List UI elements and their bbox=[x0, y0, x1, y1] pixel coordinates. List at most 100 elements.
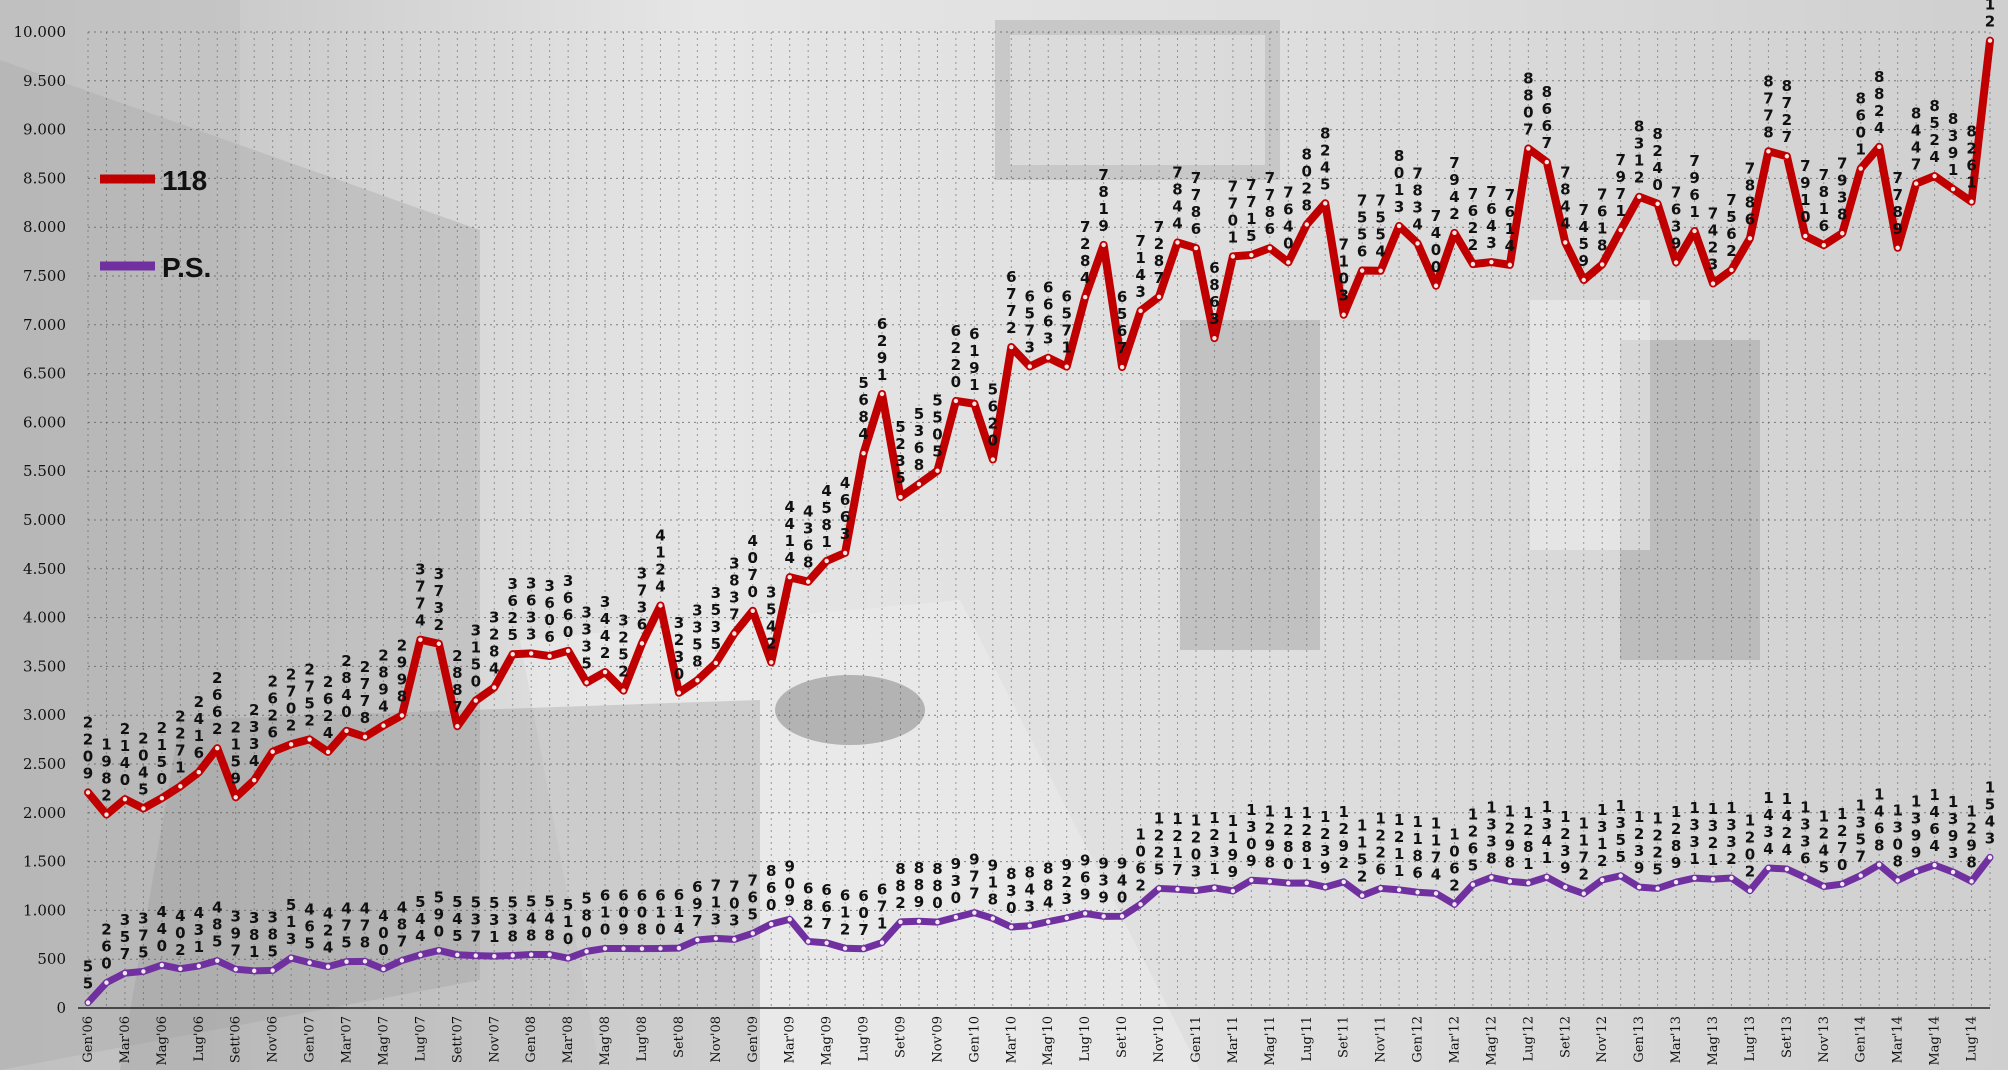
data-point bbox=[1673, 260, 1679, 265]
data-point bbox=[1877, 144, 1882, 149]
data-point bbox=[1895, 245, 1900, 250]
data-point bbox=[1710, 281, 1716, 286]
legend-label-118: 118 bbox=[162, 165, 207, 196]
data-point bbox=[1009, 924, 1014, 930]
data-point bbox=[935, 919, 940, 925]
x-tick-label: Mag'07 bbox=[376, 1016, 391, 1066]
x-tick-label: Sett'06 bbox=[229, 1016, 244, 1063]
data-point bbox=[418, 952, 423, 958]
data-labels-ps: 5 5 2 6 0 3 5 7 3 7 5 4 4 0 4 0 2 4 3 1 4 8 5 3 9 7 3 8 1 3 8 5 5 1 3 4 6 5 4 2… bbox=[83, 778, 1995, 992]
x-tick-label: Lug'06 bbox=[192, 1016, 207, 1061]
y-axis: 0 500 1.000 1.500 2.000 2.500 3.000 3.500 4.000 4… bbox=[14, 23, 67, 1017]
data-point bbox=[1544, 159, 1550, 165]
data-point bbox=[1323, 201, 1328, 206]
data-point bbox=[510, 953, 515, 958]
data-point bbox=[676, 690, 682, 695]
data-point bbox=[344, 728, 349, 734]
y-tick-label: 6.500 bbox=[23, 365, 66, 383]
data-point bbox=[805, 579, 811, 584]
data-point bbox=[1710, 876, 1716, 882]
data-point bbox=[1323, 884, 1328, 890]
y-tick-label: 9.500 bbox=[23, 72, 66, 90]
data-point bbox=[159, 795, 165, 801]
data-point bbox=[565, 648, 571, 653]
x-tick-label: Gen'09 bbox=[746, 1016, 761, 1063]
data-point bbox=[1433, 283, 1439, 288]
data-point bbox=[1581, 891, 1586, 896]
data-point bbox=[916, 481, 922, 487]
data-point bbox=[1692, 875, 1697, 881]
x-tick-label: Nov'08 bbox=[709, 1016, 724, 1063]
y-tick-label: 3.000 bbox=[23, 706, 66, 724]
data-point bbox=[1544, 874, 1550, 880]
data-point bbox=[769, 660, 774, 665]
data-point bbox=[473, 953, 478, 958]
data-point bbox=[842, 946, 848, 951]
x-axis: Gen'06 Mar'06 Mag'06 Lug'06 Sett'06 Nov'06 Gen… bbox=[78, 1007, 1990, 1066]
x-tick-label: Mar'06 bbox=[118, 1016, 133, 1063]
data-point bbox=[1969, 199, 1974, 204]
y-tick-label: 500 bbox=[37, 950, 66, 968]
data-point bbox=[85, 790, 91, 795]
data-point bbox=[1489, 259, 1494, 265]
x-tick-label: Set'13 bbox=[1780, 1016, 1795, 1058]
data-point bbox=[1784, 154, 1790, 159]
data-point bbox=[1821, 242, 1827, 248]
series-line-ps bbox=[84, 853, 1994, 1007]
y-tick-label: 4.000 bbox=[23, 609, 66, 627]
x-tick-label: Mag'12 bbox=[1484, 1016, 1499, 1066]
data-point bbox=[288, 742, 294, 747]
data-point bbox=[492, 953, 497, 959]
x-tick-label: Mag'14 bbox=[1928, 1016, 1943, 1066]
data-point bbox=[325, 749, 331, 755]
data-label: 9912 bbox=[1985, 0, 1995, 31]
series-118 bbox=[84, 36, 1994, 819]
data-point bbox=[528, 952, 534, 957]
data-point bbox=[547, 653, 552, 659]
data-point bbox=[805, 939, 811, 944]
x-tick-label: Mag'06 bbox=[155, 1016, 170, 1066]
data-point bbox=[1304, 222, 1309, 227]
